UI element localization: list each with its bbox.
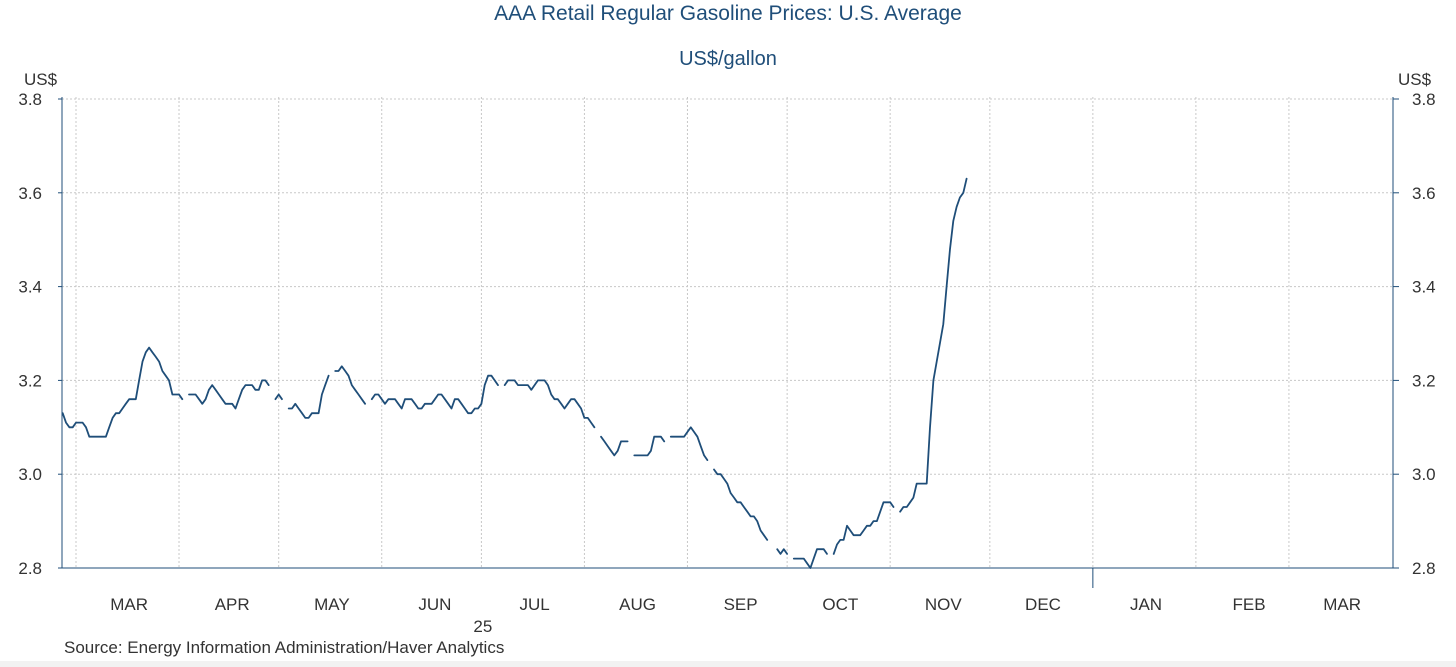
price-line-segment <box>188 379 270 410</box>
source-note: Source: Energy Information Administratio… <box>64 638 505 657</box>
month-label: OCT <box>822 595 858 614</box>
month-label: MAR <box>110 595 148 614</box>
month-label: NOV <box>925 595 963 614</box>
chart-title: AAA Retail Regular Gasoline Prices: U.S.… <box>494 2 962 25</box>
price-line-segment <box>61 346 184 438</box>
price-line-segment <box>503 379 596 429</box>
price-line-segment <box>713 468 769 541</box>
price-line-segment <box>287 374 330 419</box>
price-line-segment <box>899 177 968 513</box>
price-line-segment <box>274 393 283 401</box>
month-label: FEB <box>1233 595 1266 614</box>
series-lines <box>61 177 968 569</box>
month-label: AUG <box>619 595 656 614</box>
price-line-segment <box>776 548 788 555</box>
chart-subtitle: US$/gallon <box>679 48 777 70</box>
y-ticks: 2.8 2.8 3.0 3.0 3.2 3.2 3.4 3.4 3.6 3.6 3.8 3.8 <box>18 90 1435 578</box>
left-ytick-label: 3.2 <box>18 371 42 390</box>
month-label: DEC <box>1025 595 1061 614</box>
axes <box>61 97 1394 569</box>
gridlines <box>62 97 1393 568</box>
price-line-segment <box>669 426 709 462</box>
right-ytick-label: 3.6 <box>1412 184 1436 203</box>
right-ytick-label: 3.8 <box>1412 90 1436 109</box>
left-axis-unit: US$ <box>24 70 58 89</box>
bottom-strip <box>0 661 1456 667</box>
right-ytick-label: 3.0 <box>1412 465 1436 484</box>
year-label: 25 <box>473 617 492 636</box>
price-line-segment <box>633 435 666 457</box>
month-label: JAN <box>1130 595 1162 614</box>
month-label: APR <box>215 595 250 614</box>
right-ytick-label: 3.4 <box>1412 278 1436 297</box>
left-ytick-label: 3.8 <box>18 90 42 109</box>
month-label: JUL <box>519 595 549 614</box>
left-ytick-label: 3.6 <box>18 184 42 203</box>
price-line-segment <box>370 374 499 415</box>
month-label: SEP <box>724 595 758 614</box>
right-ytick-label: 3.2 <box>1412 371 1436 390</box>
price-line-segment <box>600 435 629 457</box>
price-line-segment <box>792 548 828 569</box>
price-line-segment <box>334 365 367 405</box>
right-ytick-label: 2.8 <box>1412 559 1436 578</box>
left-ytick-label: 2.8 <box>18 559 42 578</box>
price-line-segment <box>832 501 895 555</box>
left-ytick-label: 3.4 <box>18 278 42 297</box>
right-axis-unit: US$ <box>1398 70 1432 89</box>
left-ytick-label: 3.0 <box>18 465 42 484</box>
x-ticks: MAR APR MAY JUN JUL AUG SEP OCT NOV DEC JAN FEB MAR 2… <box>110 568 1361 636</box>
month-label: MAR <box>1323 595 1361 614</box>
month-label: MAY <box>314 595 350 614</box>
month-label: JUN <box>418 595 451 614</box>
